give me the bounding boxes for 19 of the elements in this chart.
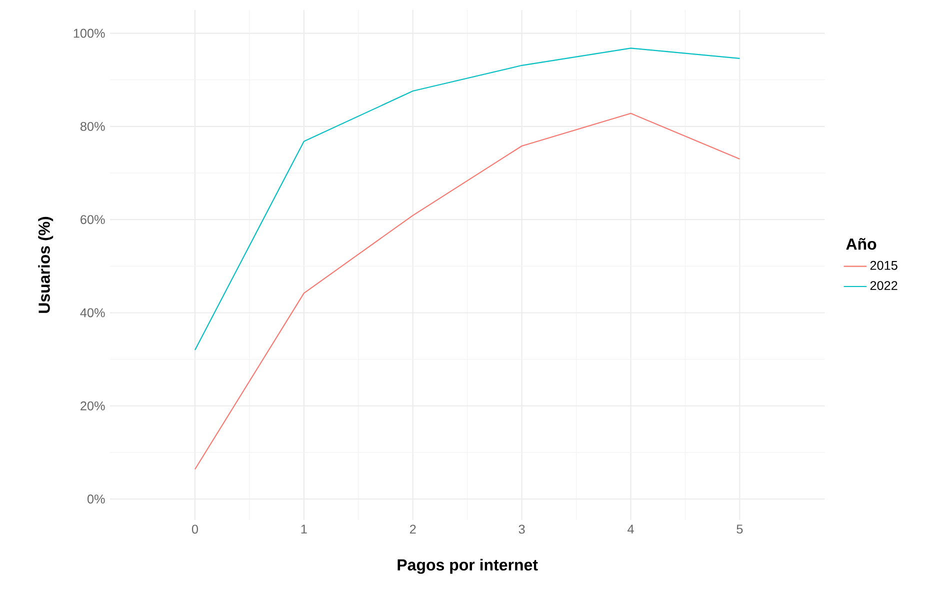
x-tick-label: 0 — [192, 524, 198, 534]
x-tick-label: 5 — [736, 524, 743, 534]
legend-title: Año — [846, 238, 876, 250]
x-tick-label: 4 — [628, 524, 634, 534]
y-tick-label: 0% — [87, 494, 105, 504]
y-tick-label: 40% — [80, 308, 105, 318]
x-tick-label: 3 — [518, 524, 525, 534]
legend-label: 2022 — [870, 281, 898, 290]
y-tick-label: 100% — [74, 28, 105, 38]
line-series — [194, 112, 740, 470]
x-tick-label: 1 — [301, 524, 307, 534]
y-tick-label: 60% — [80, 215, 105, 224]
line-series — [194, 48, 740, 351]
y-tick-label: 20% — [80, 401, 105, 410]
y-axis-title: Usuarios (%) — [38, 216, 54, 313]
x-tick-label: 2 — [410, 524, 416, 534]
legend-label: 2015 — [870, 260, 898, 270]
x-axis-title: Pagos por internet — [398, 558, 538, 574]
y-tick-label: 80% — [80, 122, 105, 131]
